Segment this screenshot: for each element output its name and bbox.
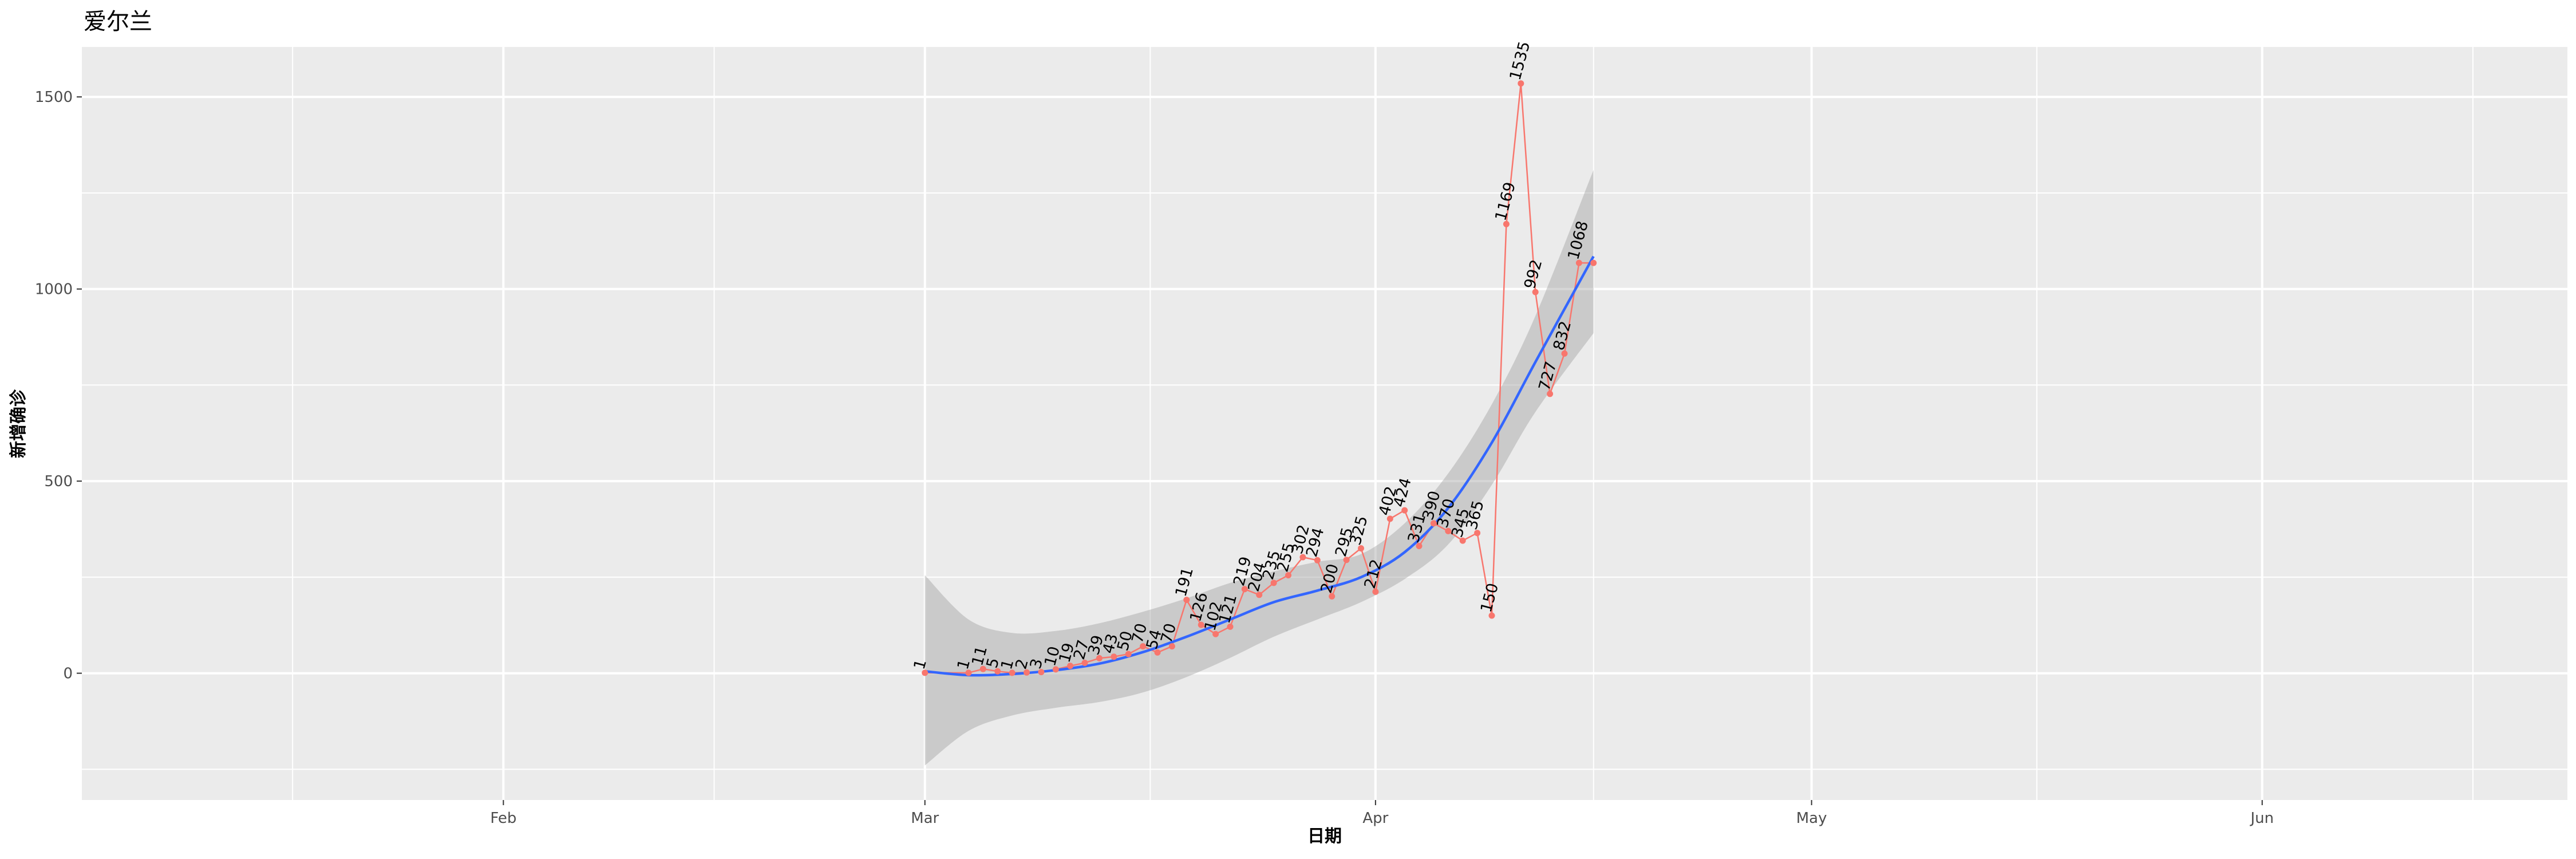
minor-gridlines — [82, 47, 2567, 800]
trend-line-layer — [924, 255, 1595, 677]
case-point — [1358, 545, 1364, 551]
case-point — [1227, 623, 1234, 630]
y-axis-title: 新增确诊 — [9, 389, 29, 458]
trend-line — [924, 255, 1595, 677]
x-axis: Feb Mar Apr May Jun — [490, 800, 2274, 827]
case-point — [1125, 651, 1132, 657]
case-point — [1329, 593, 1336, 600]
y-tick-label: 500 — [44, 473, 73, 490]
y-tick-label: 1000 — [35, 281, 73, 298]
case-point — [1024, 669, 1030, 676]
confidence-band-layer — [924, 170, 1594, 766]
y-tick-label: 0 — [63, 665, 73, 683]
case-point — [994, 668, 1001, 675]
cases-points-layer — [922, 80, 1597, 676]
case-point — [1241, 586, 1248, 593]
case-point — [1401, 507, 1408, 514]
case-point — [1154, 649, 1161, 656]
case-point — [979, 665, 986, 672]
case-point — [1067, 663, 1074, 669]
case-point — [1198, 621, 1204, 628]
y-tick-label: 1500 — [35, 89, 73, 106]
plot-background — [82, 47, 2567, 800]
case-point — [1140, 643, 1147, 650]
case-point — [1488, 612, 1495, 619]
major-gridlines — [82, 47, 2567, 800]
case-point — [1052, 666, 1059, 673]
case-point — [1532, 289, 1539, 295]
case-point — [1168, 643, 1175, 650]
x-tick-label: Jun — [2249, 810, 2274, 827]
x-tick-label: Apr — [1362, 810, 1388, 827]
case-point — [965, 669, 972, 676]
case-point — [1314, 557, 1321, 564]
x-axis-title: 日期 — [1307, 826, 1342, 846]
x-tick-label: Mar — [911, 810, 939, 827]
case-point — [1459, 537, 1466, 544]
plot-panel: 1 111512310192739435070547019112610212121… — [82, 40, 2567, 800]
case-point — [1561, 350, 1568, 357]
case-point — [1256, 592, 1263, 598]
case-point — [1416, 543, 1423, 549]
case-point — [1212, 631, 1219, 637]
case-point — [1183, 597, 1190, 603]
case-point — [1445, 527, 1452, 534]
case-point — [1096, 655, 1103, 661]
case-point — [1009, 669, 1016, 676]
case-point — [922, 669, 929, 676]
case-point — [1038, 669, 1045, 676]
chart-title: 爱尔兰 — [84, 9, 152, 35]
case-point — [1285, 572, 1291, 578]
case-point — [1503, 220, 1510, 227]
case-point — [1343, 557, 1350, 564]
case-point — [1547, 391, 1554, 397]
case-point — [1386, 515, 1393, 522]
case-point — [1474, 530, 1481, 537]
y-axis: 0 500 1000 1500 — [35, 89, 82, 683]
case-point — [1111, 653, 1117, 660]
case-point — [1575, 259, 1582, 266]
case-point — [1299, 554, 1306, 561]
case-point — [1081, 660, 1088, 666]
case-point — [1430, 520, 1437, 527]
case-point — [1372, 588, 1379, 595]
case-point — [1270, 580, 1277, 586]
case-point — [1590, 259, 1597, 266]
confidence-band — [924, 170, 1594, 766]
x-tick-label: Feb — [490, 810, 516, 827]
x-tick-label: May — [1796, 810, 1827, 827]
case-point — [1518, 80, 1524, 87]
